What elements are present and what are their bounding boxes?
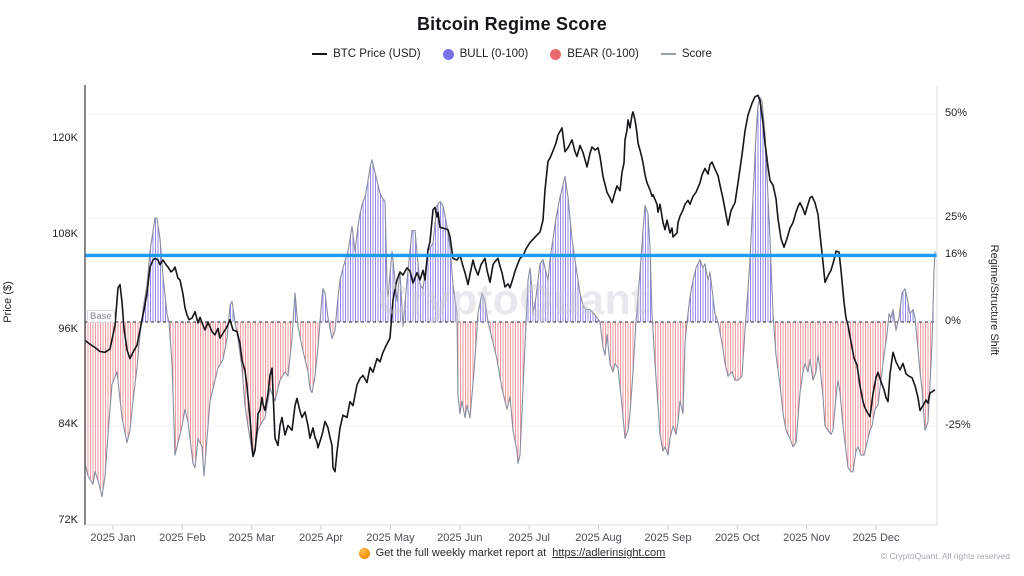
price-line-swatch-icon bbox=[312, 53, 328, 55]
legend-item-bull[interactable]: BULL (0-100) bbox=[442, 48, 529, 60]
score-line-swatch-icon bbox=[660, 53, 676, 55]
x-tick-label: 2025 Aug bbox=[575, 532, 622, 544]
x-tick-label: 2025 Sep bbox=[644, 532, 692, 544]
bull-dot-icon bbox=[442, 48, 454, 60]
x-tick-label: 2025 Jul bbox=[508, 532, 550, 544]
x-tick-label: 2025 Jan bbox=[90, 532, 136, 544]
base-line-label: Base bbox=[87, 310, 115, 323]
promo-text: Get the full weekly market report at bbox=[375, 547, 547, 559]
y-right-tick-label: 16% bbox=[945, 248, 968, 261]
legend-label: Score bbox=[681, 48, 712, 60]
x-tick-label: 2025 Apr bbox=[299, 532, 344, 544]
x-tick-label: 2025 Mar bbox=[228, 532, 275, 544]
legend-label: BTC Price (USD) bbox=[333, 48, 421, 60]
legend-item-btc-price[interactable]: BTC Price (USD) bbox=[312, 48, 421, 60]
legend-label: BULL (0-100) bbox=[459, 48, 529, 60]
x-tick-label: 2025 Feb bbox=[159, 532, 206, 544]
copyright-notice: © CryptoQuant. All rights reserved bbox=[880, 551, 1010, 561]
x-tick-label: 2025 Nov bbox=[783, 532, 831, 544]
y-right-tick-label: 25% bbox=[945, 211, 968, 223]
y-left-tick-label: 120K bbox=[52, 132, 78, 144]
legend: BTC Price (USD) BULL (0-100) BEAR (0-100… bbox=[0, 48, 1024, 60]
chart-title: Bitcoin Regime Score bbox=[416, 14, 608, 34]
y-left-tick-label: 84K bbox=[58, 418, 78, 431]
y-left-tick-label: 72K bbox=[58, 513, 78, 526]
bear-dot-icon bbox=[550, 48, 562, 60]
left-axis-title: Price ($) bbox=[2, 281, 14, 323]
x-tick-label: 2025 Dec bbox=[852, 532, 900, 544]
x-tick-label: 2025 Jun bbox=[437, 532, 483, 544]
legend-item-score[interactable]: Score bbox=[660, 48, 712, 60]
y-right-tick-label: 50% bbox=[945, 107, 968, 119]
y-left-tick-label: 96K bbox=[58, 323, 78, 335]
y-right-tick-label: -25% bbox=[945, 419, 971, 431]
legend-label: BEAR (0-100) bbox=[567, 48, 639, 60]
legend-item-bear[interactable]: BEAR (0-100) bbox=[550, 48, 639, 60]
footer-promo: Get the full weekly market report at htt… bbox=[0, 547, 1024, 559]
orange-dot-icon bbox=[358, 547, 370, 559]
y-left-tick-label: 108K bbox=[52, 227, 78, 240]
promo-link[interactable]: https://adlerinsight.com bbox=[552, 547, 666, 559]
x-tick-label: 2025 Oct bbox=[714, 532, 760, 544]
y-right-tick-label: 0% bbox=[945, 315, 961, 327]
x-tick-label: 2025 May bbox=[366, 532, 415, 544]
